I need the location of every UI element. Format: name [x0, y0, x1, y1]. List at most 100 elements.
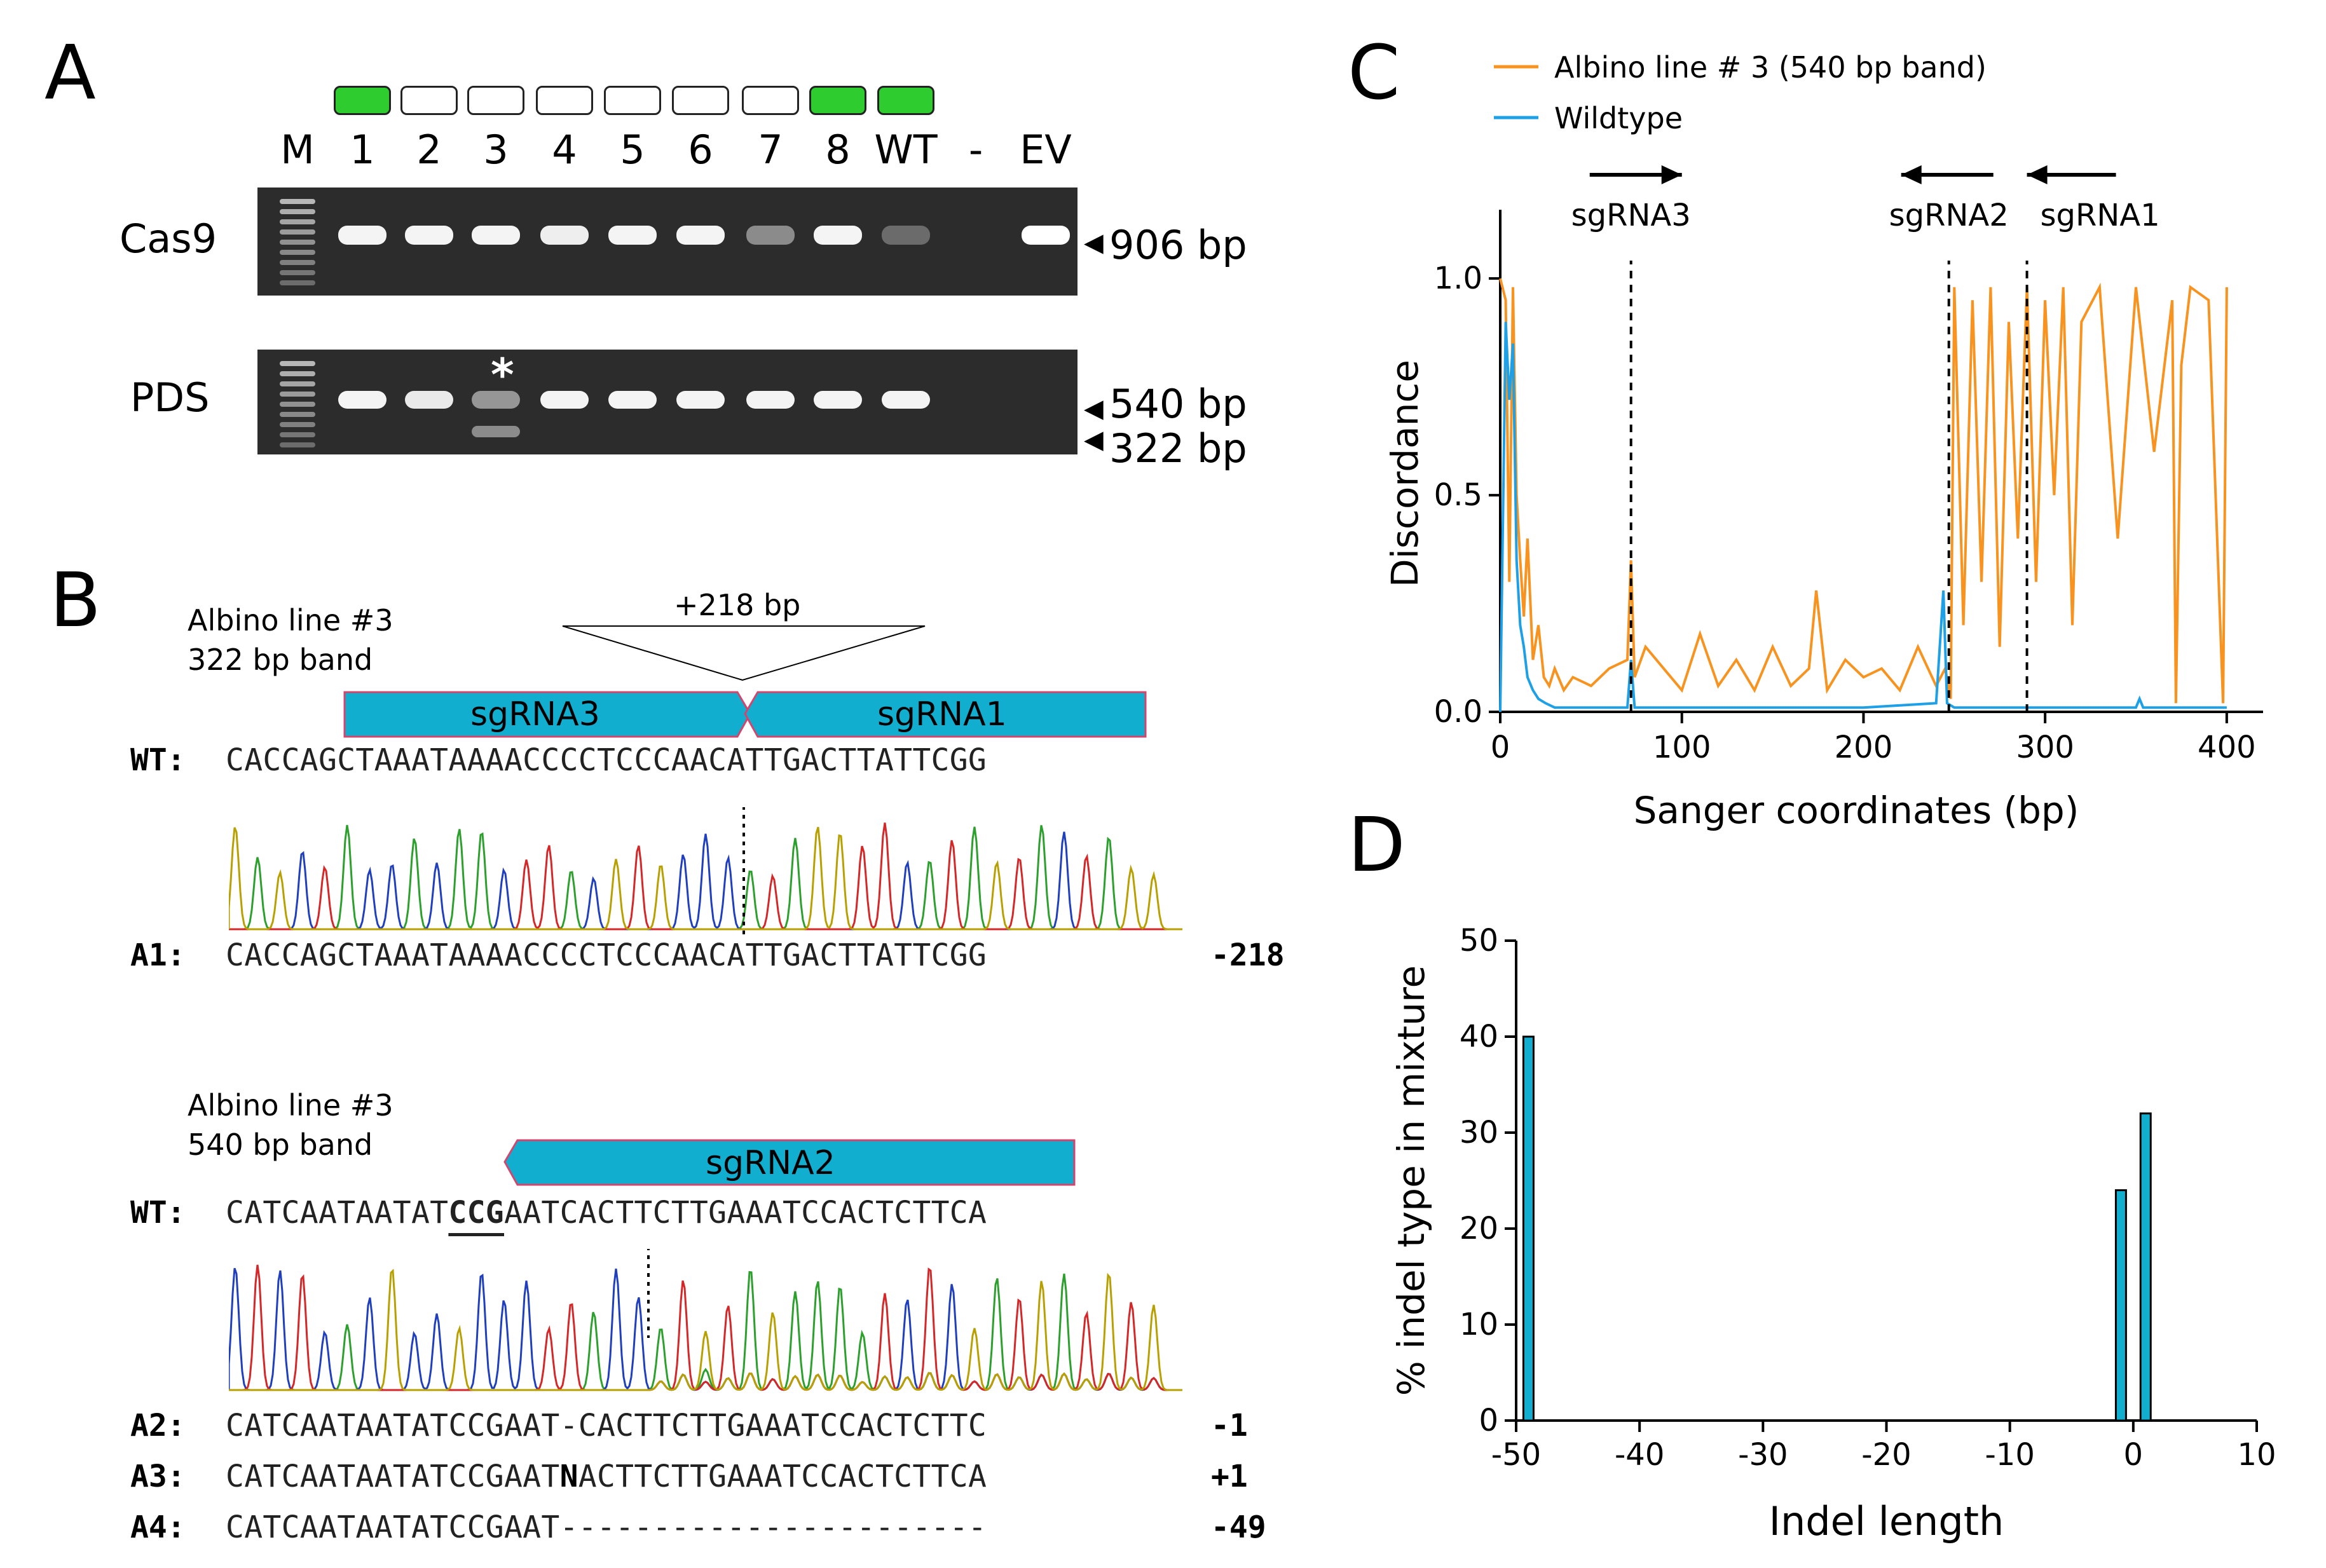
lane-label: 5 [620, 126, 645, 173]
x-tick-label: -30 [1738, 1437, 1788, 1473]
lane-label: 2 [416, 126, 442, 173]
arrowhead-icon [1901, 165, 1922, 184]
caption2-line-1: Albino line #3 [188, 1088, 393, 1122]
caption-line-1: Albino line #3 [188, 603, 393, 637]
discordance-chart: Albino line # 3 (540 bp band) Wildtype 0 10… [1383, 50, 2263, 832]
guide-annotation-label: sgRNA3 [1571, 198, 1691, 233]
a2-sequence: CATCAATAATATCCGAAT-CACTTCTTGAAATCCACTCTT… [226, 1408, 987, 1443]
asterisk-mark: * [491, 349, 514, 401]
y-tick-label: 0.5 [1434, 477, 1482, 513]
a3-label: A3: [130, 1459, 186, 1494]
gel-band [608, 391, 657, 409]
gel-band [472, 391, 520, 409]
lane-label: 3 [483, 126, 509, 173]
gel-band [814, 226, 862, 245]
gel-band [405, 391, 453, 409]
y-axis-title: Discordance [1383, 360, 1426, 587]
gel-band [814, 391, 862, 409]
ladder-band [280, 402, 315, 407]
x-tick-label: -20 [1861, 1437, 1911, 1473]
gel-band [608, 226, 657, 245]
ladder-band [280, 361, 315, 366]
panel-label-c: C [1348, 29, 1400, 116]
series-line [1499, 322, 2227, 712]
genotype-status-box [742, 86, 799, 115]
guide-arrow-sgrna2 [503, 1139, 1076, 1186]
gel-band [405, 226, 453, 245]
indel-bar [2139, 1112, 2152, 1422]
gel-band [746, 226, 795, 245]
ladder-band [280, 260, 315, 265]
arrowhead-322-icon: ◀ [1084, 425, 1104, 454]
genotype-status-box [809, 86, 866, 115]
genotype-status-box [536, 86, 593, 115]
a1-indel: -218 [1211, 937, 1285, 973]
legend-label: Albino line # 3 (540 bp band) [1554, 50, 1987, 85]
gel-band [540, 226, 589, 245]
guide-label-sgrna2: sgRNA2 [706, 1144, 835, 1182]
x-tick-label: -50 [1491, 1437, 1541, 1473]
pds-gel-image [257, 350, 1077, 454]
lane-label: M [280, 126, 315, 173]
chromatogram-trace [229, 826, 1182, 931]
ladder-band [280, 280, 315, 285]
a2-label: A2: [130, 1408, 186, 1443]
indel-bar [1522, 1035, 1535, 1422]
x-axis-title: Indel length [1769, 1498, 2004, 1544]
ladder-band [280, 412, 315, 417]
x-tick-label: 10 [2237, 1437, 2276, 1473]
lane-label: 7 [758, 126, 783, 173]
wt-sequence-top: CACCAGCTAAATAAAACCCCTCCCAACATTGACTTATTCG… [226, 742, 987, 778]
panel-label-d: D [1348, 801, 1406, 889]
arrowhead-540-icon: ◀ [1084, 394, 1104, 423]
guide-arrows-top [343, 691, 1147, 738]
gel-band [472, 226, 520, 245]
pam-sequence: CCG [448, 1195, 504, 1231]
arrowhead-906-icon: ◀ [1084, 228, 1104, 257]
size-322-label: 322 bp [1109, 425, 1247, 472]
pds-row-label: PDS [130, 374, 210, 421]
insertion-triangle [562, 625, 926, 681]
y-tick-label: 20 [1460, 1211, 1498, 1246]
y-tick-label: 30 [1460, 1115, 1498, 1150]
genotype-status-box [672, 86, 729, 115]
x-tick-label: 200 [1835, 730, 1893, 765]
a4-indel: -49 [1211, 1510, 1266, 1545]
x-tick-label: 400 [2198, 730, 2256, 765]
size-906-label: 906 bp [1109, 222, 1247, 268]
guide-label-sgrna3: sgRNA3 [470, 695, 600, 733]
a2-indel: -1 [1211, 1408, 1248, 1443]
genotype-status-box [334, 86, 391, 115]
ladder-band [280, 240, 315, 245]
ladder-band [280, 381, 315, 386]
cas9-row-label: Cas9 [120, 215, 217, 262]
gel-band [882, 226, 930, 245]
gel-band [1022, 226, 1070, 245]
gel-band-322 [472, 426, 520, 437]
gel-band [746, 391, 795, 409]
y-tick-label: 50 [1460, 923, 1498, 958]
genotype-status-box [604, 86, 661, 115]
lane-label: EV [1020, 126, 1072, 173]
indel-bar [2114, 1189, 2127, 1422]
guide-annotation-label: sgRNA1 [2041, 198, 2160, 233]
inserted-base: N [559, 1459, 578, 1494]
guide-annotation-label: sgRNA2 [1889, 198, 2009, 233]
chromatogram-trace [229, 1269, 1182, 1391]
gel-band [338, 391, 387, 409]
a1-sequence: CACCAGCTAAATAAAACCCCTCCCAACATTGACTTATTCG… [226, 937, 987, 973]
wt-sequence-bottom: CATCAATAATATCCGAATCACTTCTTGAAATCCACTCTTC… [226, 1195, 987, 1231]
legend-label: Wildtype [1554, 101, 1683, 135]
ladder-band [280, 199, 315, 204]
panel-label-b: B [50, 556, 101, 644]
lane-label: 1 [350, 126, 375, 173]
a4-sequence: CATCAATAATATCCGAAT----------------------… [226, 1510, 987, 1545]
x-tick-label: -40 [1615, 1437, 1664, 1473]
lane-label: 4 [552, 126, 577, 173]
x-tick-label: 100 [1653, 730, 1711, 765]
a4-label: A4: [130, 1510, 186, 1545]
gel-band [882, 391, 930, 409]
lane-label: 6 [688, 126, 713, 173]
indel-chart: -50 -40 -30 -20 -10 0 10 0 10 20 30 40 50 Indel lengt… [1390, 923, 2276, 1544]
cas9-gel-image [257, 187, 1077, 296]
